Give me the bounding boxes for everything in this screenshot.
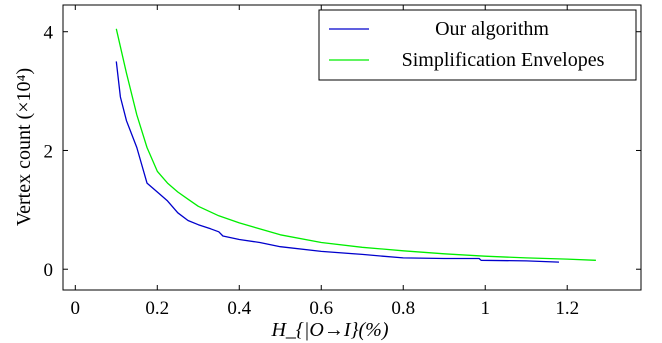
tick-labels: 0 0.2 0.4 0.6 0.8 1 1.2 0 2 4 (44, 23, 580, 319)
axis-ticks (63, 5, 641, 290)
x-tick-label: 1 (480, 298, 490, 319)
x-tick-label: 1.2 (555, 298, 579, 319)
legend-box (318, 9, 637, 81)
x-tick-label: 0.6 (309, 298, 333, 319)
plot-frame (62, 4, 642, 291)
series-line-simplification-envelopes (115, 28, 596, 261)
x-tick-label: 0 (71, 298, 81, 319)
legend: Our algorithm Simplification Envelopes (318, 9, 637, 81)
series-line-our-algorithm (115, 61, 560, 263)
y-tick-label: 2 (44, 141, 54, 162)
legend-label-simplification-envelopes: Simplification Envelopes (402, 49, 605, 71)
series-lines (115, 28, 596, 263)
y-tick-label: 4 (44, 23, 54, 44)
y-tick-label: 0 (44, 260, 54, 281)
x-tick-label: 0.8 (391, 298, 415, 319)
y-axis-label: Vertex count (×10⁴) (13, 68, 35, 226)
x-tick-label: 0.2 (145, 298, 169, 319)
legend-label-our-algorithm: Our algorithm (435, 18, 549, 40)
x-tick-label: 0.4 (227, 298, 251, 319)
x-axis-label: H_{|O→I}(%) (270, 319, 388, 341)
